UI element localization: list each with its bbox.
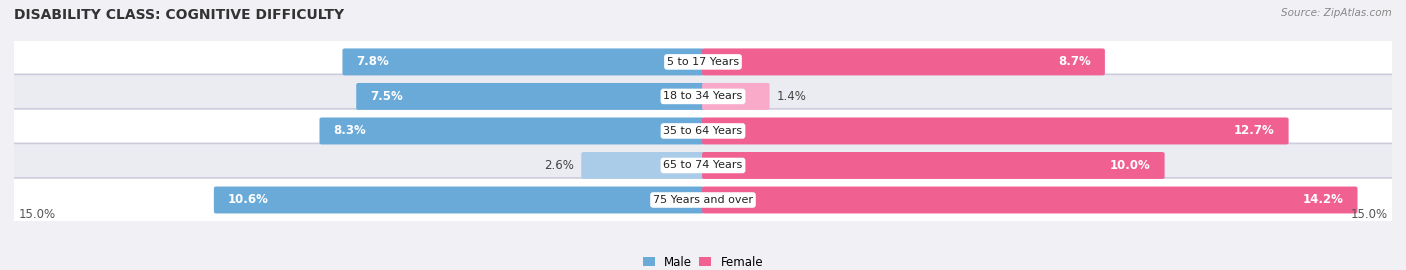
FancyBboxPatch shape bbox=[702, 187, 1358, 214]
FancyBboxPatch shape bbox=[356, 83, 704, 110]
FancyBboxPatch shape bbox=[343, 48, 704, 75]
Text: 8.7%: 8.7% bbox=[1059, 55, 1091, 68]
FancyBboxPatch shape bbox=[581, 152, 704, 179]
Text: 65 to 74 Years: 65 to 74 Years bbox=[664, 160, 742, 170]
FancyBboxPatch shape bbox=[6, 178, 1400, 222]
Text: 18 to 34 Years: 18 to 34 Years bbox=[664, 92, 742, 102]
Text: 15.0%: 15.0% bbox=[18, 208, 56, 221]
Text: 10.0%: 10.0% bbox=[1111, 159, 1152, 172]
Text: 15.0%: 15.0% bbox=[1350, 208, 1388, 221]
FancyBboxPatch shape bbox=[214, 187, 704, 214]
FancyBboxPatch shape bbox=[702, 117, 1289, 144]
FancyBboxPatch shape bbox=[319, 117, 704, 144]
Legend: Male, Female: Male, Female bbox=[638, 251, 768, 270]
Text: 10.6%: 10.6% bbox=[228, 194, 269, 207]
FancyBboxPatch shape bbox=[702, 152, 1164, 179]
Text: DISABILITY CLASS: COGNITIVE DIFFICULTY: DISABILITY CLASS: COGNITIVE DIFFICULTY bbox=[14, 8, 344, 22]
FancyBboxPatch shape bbox=[702, 83, 769, 110]
Text: 7.5%: 7.5% bbox=[370, 90, 402, 103]
Text: 75 Years and over: 75 Years and over bbox=[652, 195, 754, 205]
Text: 2.6%: 2.6% bbox=[544, 159, 575, 172]
Text: 12.7%: 12.7% bbox=[1234, 124, 1275, 137]
Text: 5 to 17 Years: 5 to 17 Years bbox=[666, 57, 740, 67]
Text: Source: ZipAtlas.com: Source: ZipAtlas.com bbox=[1281, 8, 1392, 18]
Text: 8.3%: 8.3% bbox=[333, 124, 366, 137]
Text: 1.4%: 1.4% bbox=[776, 90, 807, 103]
Text: 7.8%: 7.8% bbox=[356, 55, 389, 68]
FancyBboxPatch shape bbox=[6, 109, 1400, 153]
FancyBboxPatch shape bbox=[6, 40, 1400, 84]
FancyBboxPatch shape bbox=[702, 48, 1105, 75]
Text: 35 to 64 Years: 35 to 64 Years bbox=[664, 126, 742, 136]
Text: 14.2%: 14.2% bbox=[1303, 194, 1344, 207]
FancyBboxPatch shape bbox=[6, 143, 1400, 188]
FancyBboxPatch shape bbox=[6, 74, 1400, 119]
